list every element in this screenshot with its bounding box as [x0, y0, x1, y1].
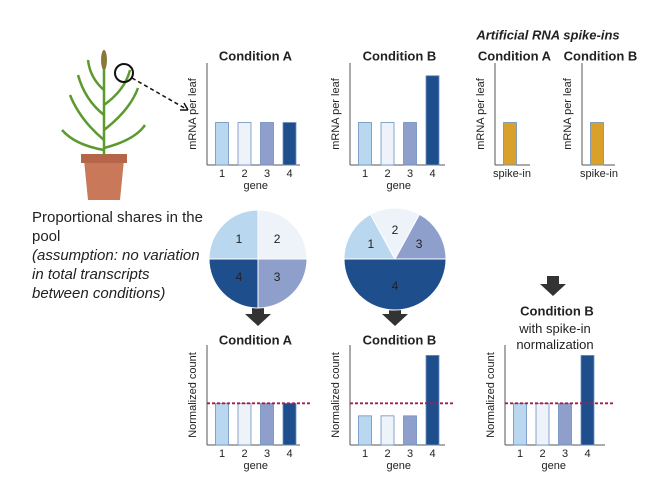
pie-slice	[343, 213, 396, 260]
slice-label: 4	[236, 270, 243, 284]
bar	[282, 402, 297, 446]
pie-slice	[208, 209, 259, 260]
y-axis-label: Normalized count	[485, 352, 497, 438]
x-tick-label: 1	[219, 448, 225, 460]
y-axis-label: Normalized count	[330, 352, 342, 438]
y-axis-label: Normalized count	[187, 352, 199, 438]
bar	[403, 122, 417, 166]
x-axis-label: gene	[244, 180, 268, 192]
x-axis-label: gene	[387, 460, 411, 472]
x-tick-label: 2	[539, 448, 545, 460]
slice-label: 3	[416, 237, 423, 251]
slice-label: 3	[274, 270, 281, 284]
x-tick-label: 1	[362, 448, 368, 460]
x-tick-label: 3	[407, 168, 413, 180]
bar	[358, 415, 372, 446]
plant	[61, 50, 189, 200]
bar	[380, 122, 395, 166]
pie-slice	[394, 213, 447, 260]
x-tick-label: spike-in	[493, 168, 531, 180]
chart-title: Condition B	[520, 303, 594, 318]
x-tick-label: 1	[517, 448, 523, 460]
slice-label: 2	[392, 223, 399, 237]
chart-title: Condition A	[219, 332, 293, 347]
bar	[580, 355, 595, 446]
pie-slice	[343, 258, 447, 311]
x-tick-label: 1	[219, 168, 225, 180]
x-tick-label: 2	[384, 448, 390, 460]
x-axis-label: gene	[387, 180, 411, 192]
y-axis-label: mRNA per leaf	[475, 77, 487, 149]
slice-label: 4	[392, 279, 399, 293]
chart-title: Condition B	[564, 48, 638, 63]
y-axis-label: mRNA per leaf	[330, 77, 342, 149]
slice-label: 2	[274, 232, 281, 246]
x-tick-label: 2	[241, 448, 247, 460]
bar	[282, 122, 297, 166]
pie-slice	[208, 258, 259, 309]
x-tick-label: 4	[429, 448, 435, 460]
y-axis-label: mRNA per leaf	[187, 77, 199, 149]
bar	[215, 402, 229, 446]
x-tick-label: 1	[362, 168, 368, 180]
bar	[558, 402, 572, 446]
bar	[215, 122, 229, 166]
x-axis-label: gene	[244, 460, 268, 472]
bar	[358, 122, 372, 166]
slice-label: 1	[236, 232, 243, 246]
x-tick-label: 3	[407, 448, 413, 460]
chart-title: Condition A	[219, 48, 293, 63]
x-tick-label: 3	[264, 168, 270, 180]
x-tick-label: 2	[241, 168, 247, 180]
bar	[260, 402, 274, 446]
chart-title: Condition B	[363, 332, 437, 347]
slice-label: 1	[368, 237, 375, 251]
header: Artificial RNA spike-ins	[475, 27, 619, 42]
y-axis-label: mRNA per leaf	[562, 77, 574, 149]
pie-slice	[257, 258, 308, 309]
bar	[425, 355, 440, 446]
x-tick-label: spike-in	[580, 168, 618, 180]
pie-slice	[369, 207, 421, 261]
x-tick-label: 4	[429, 168, 435, 180]
note: (assumption: no variation in total trans…	[32, 247, 200, 302]
caption-block: Proportional shares in the pool (assumpt…	[32, 208, 207, 303]
bar	[425, 75, 440, 166]
bar	[237, 402, 252, 446]
x-axis-label: gene	[542, 460, 566, 472]
x-tick-label: 4	[286, 448, 292, 460]
bar	[403, 415, 417, 446]
subtitle: with spike-in normalization	[516, 321, 594, 352]
chart-title: Condition B	[363, 48, 437, 63]
x-tick-label: 4	[584, 448, 590, 460]
bar	[260, 122, 274, 166]
pie-slice	[257, 209, 308, 260]
arrows	[245, 276, 566, 326]
chart-title: Condition A	[478, 48, 552, 63]
bar	[590, 122, 604, 166]
x-tick-label: 3	[562, 448, 568, 460]
bar	[503, 122, 517, 166]
bar	[380, 415, 395, 446]
bar	[513, 402, 527, 446]
x-tick-label: 2	[384, 168, 390, 180]
bar	[535, 402, 550, 446]
x-tick-label: 3	[264, 448, 270, 460]
bar	[237, 122, 252, 166]
x-tick-label: 4	[286, 168, 292, 180]
caption: Proportional shares in the pool	[32, 209, 203, 245]
